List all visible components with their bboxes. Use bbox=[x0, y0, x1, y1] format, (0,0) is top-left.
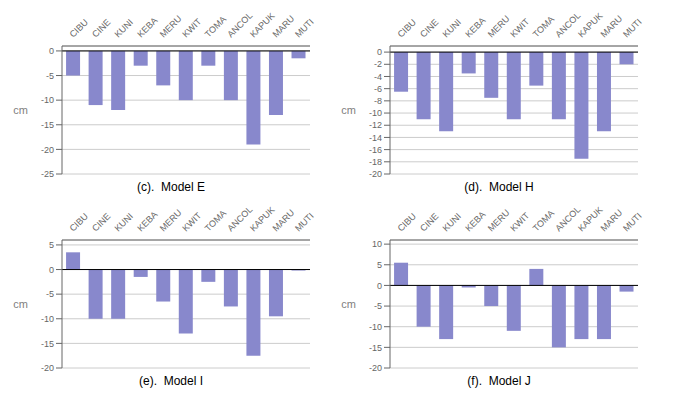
svg-text:MERU: MERU bbox=[486, 208, 512, 234]
svg-text:KWIT: KWIT bbox=[180, 210, 203, 233]
svg-text:CIBU: CIBU bbox=[396, 17, 418, 39]
svg-text:CINE: CINE bbox=[418, 17, 440, 39]
svg-text:CIBU: CIBU bbox=[396, 211, 418, 233]
svg-text:MERU: MERU bbox=[158, 14, 184, 40]
svg-text:KEBA: KEBA bbox=[463, 209, 487, 233]
svg-text:-8: -8 bbox=[374, 96, 382, 106]
svg-text:-20: -20 bbox=[369, 363, 382, 372]
svg-text:-25: -25 bbox=[41, 169, 54, 178]
svg-text:0: 0 bbox=[49, 265, 54, 275]
svg-text:MERU: MERU bbox=[486, 14, 512, 40]
svg-text:MARU: MARU bbox=[599, 14, 625, 40]
html-text:(e). Model I: (e). Model I bbox=[139, 374, 203, 388]
svg-text:CINE: CINE bbox=[418, 211, 440, 233]
svg-text:5: 5 bbox=[49, 240, 54, 250]
svg-text:-20: -20 bbox=[41, 145, 54, 155]
svg-text:KUNI: KUNI bbox=[441, 17, 463, 39]
svg-text:MUTI: MUTI bbox=[621, 211, 644, 234]
svg-text:MARU: MARU bbox=[599, 208, 625, 234]
svg-text:-10: -10 bbox=[369, 322, 382, 332]
svg-text:MARU: MARU bbox=[271, 208, 297, 234]
svg-text:KAPUK: KAPUK bbox=[248, 204, 277, 234]
svg-text:10: 10 bbox=[372, 239, 382, 249]
html-text:(d). Model H: (d). Model H bbox=[464, 180, 534, 194]
svg-text:CINE: CINE bbox=[90, 211, 112, 233]
svg-text:KAPUK: KAPUK bbox=[248, 10, 277, 40]
svg-text:KUNI: KUNI bbox=[113, 211, 135, 233]
svg-text:KEBA: KEBA bbox=[135, 209, 159, 233]
svg-text:KWIT: KWIT bbox=[508, 16, 531, 39]
svg-text:cm: cm bbox=[13, 104, 28, 116]
svg-text:5: 5 bbox=[377, 260, 382, 270]
svg-text:0: 0 bbox=[49, 46, 54, 56]
html-text:(c). Model E: (c). Model E bbox=[137, 180, 205, 194]
svg-text:KAPUK: KAPUK bbox=[576, 204, 605, 234]
svg-text:-16: -16 bbox=[369, 145, 382, 155]
svg-text:MUTI: MUTI bbox=[293, 17, 316, 40]
svg-text:KWIT: KWIT bbox=[180, 16, 203, 39]
svg-text:-15: -15 bbox=[369, 343, 382, 353]
svg-text:MERU: MERU bbox=[158, 208, 184, 234]
svg-text:-12: -12 bbox=[369, 120, 382, 130]
svg-text:TOMA: TOMA bbox=[531, 14, 556, 39]
svg-text:ANCOL: ANCOL bbox=[225, 204, 255, 234]
html-text:(f). Model J: (f). Model J bbox=[467, 374, 531, 388]
svg-text:ANCOL: ANCOL bbox=[553, 204, 583, 234]
svg-text:MUTI: MUTI bbox=[621, 17, 644, 40]
svg-text:KAPUK: KAPUK bbox=[576, 10, 605, 40]
svg-text:KWIT: KWIT bbox=[508, 210, 531, 233]
svg-text:ANCOL: ANCOL bbox=[553, 10, 583, 40]
svg-text:TOMA: TOMA bbox=[203, 14, 228, 39]
svg-text:KUNI: KUNI bbox=[441, 211, 463, 233]
svg-text:TOMA: TOMA bbox=[203, 208, 228, 233]
svg-text:-5: -5 bbox=[46, 289, 54, 299]
svg-text:-18: -18 bbox=[369, 157, 382, 167]
svg-text:0: 0 bbox=[377, 281, 382, 291]
svg-text:-20: -20 bbox=[41, 363, 54, 372]
svg-text:CIBU: CIBU bbox=[68, 211, 90, 233]
svg-text:CINE: CINE bbox=[90, 17, 112, 39]
svg-text:-14: -14 bbox=[369, 133, 382, 143]
svg-text:CIBU: CIBU bbox=[68, 17, 90, 39]
svg-text:MARU: MARU bbox=[271, 14, 297, 40]
svg-text:-20: -20 bbox=[369, 169, 382, 178]
svg-text:-4: -4 bbox=[374, 72, 382, 82]
svg-text:-2: -2 bbox=[374, 59, 382, 69]
svg-text:cm: cm bbox=[341, 104, 356, 116]
svg-text:KEBA: KEBA bbox=[135, 15, 159, 39]
svg-text:-10: -10 bbox=[41, 314, 54, 324]
svg-text:TOMA: TOMA bbox=[531, 208, 556, 233]
svg-text:0: 0 bbox=[377, 47, 382, 57]
svg-text:MUTI: MUTI bbox=[293, 211, 316, 234]
svg-text:-15: -15 bbox=[41, 120, 54, 130]
svg-text:-5: -5 bbox=[46, 71, 54, 81]
svg-text:ANCOL: ANCOL bbox=[225, 10, 255, 40]
svg-text:-10: -10 bbox=[41, 95, 54, 105]
svg-text:cm: cm bbox=[13, 298, 28, 310]
svg-text:-6: -6 bbox=[374, 84, 382, 94]
svg-text:-5: -5 bbox=[374, 301, 382, 311]
svg-text:KUNI: KUNI bbox=[113, 17, 135, 39]
svg-text:-15: -15 bbox=[41, 339, 54, 349]
svg-text:-10: -10 bbox=[369, 108, 382, 118]
svg-text:cm: cm bbox=[341, 298, 356, 310]
svg-text:KEBA: KEBA bbox=[463, 15, 487, 39]
